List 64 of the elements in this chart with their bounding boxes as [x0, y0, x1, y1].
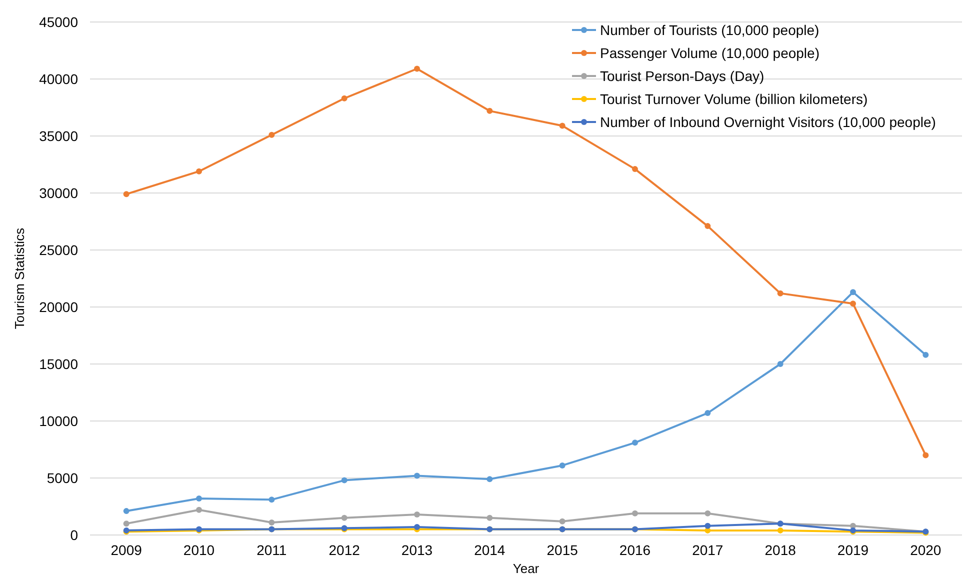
x-tick-label: 2009 — [110, 542, 142, 558]
point — [486, 108, 493, 114]
y-tick-label: 20000 — [39, 298, 78, 315]
x-tick-label: 2017 — [692, 542, 724, 558]
legend-label: Passenger Volume (10,000 people) — [600, 44, 820, 61]
x-tick-label: 2016 — [619, 542, 651, 558]
y-tick-label: 0 — [70, 526, 78, 543]
point — [341, 95, 348, 102]
y-tick-label: 15000 — [39, 356, 78, 372]
x-tick-label: 2012 — [328, 542, 360, 558]
point — [486, 514, 493, 521]
y-tick-label: 40000 — [39, 70, 78, 87]
point — [414, 472, 420, 479]
x-tick-label: 2018 — [764, 542, 796, 558]
x-tick-label: 2020 — [910, 542, 942, 558]
point — [704, 223, 711, 230]
point — [704, 510, 711, 516]
point — [268, 132, 275, 138]
point — [196, 168, 202, 174]
point — [341, 477, 348, 484]
point — [922, 452, 929, 458]
x-tick-label: 2014 — [474, 542, 506, 558]
y-tick-label: 35000 — [39, 128, 78, 144]
x-tick-label: 2011 — [256, 542, 287, 558]
point — [777, 361, 784, 367]
x-tick-label: 2010 — [183, 542, 215, 558]
point — [196, 506, 202, 513]
point — [123, 520, 130, 527]
point — [559, 462, 566, 468]
legend-label: Number of Inbound Overnight Visitors (10,000 people) — [600, 114, 936, 130]
point — [850, 300, 856, 307]
y-tick-label: 45000 — [39, 14, 78, 30]
legend-label: Number of Tourists (10,000 people) — [600, 22, 820, 38]
y-tick-label: 10000 — [39, 412, 78, 429]
point — [777, 527, 784, 534]
point — [123, 191, 130, 198]
point — [777, 290, 784, 296]
point — [704, 522, 711, 529]
x-tick-label: 2015 — [546, 542, 578, 558]
point — [486, 476, 493, 482]
y-tick-label: 25000 — [39, 242, 78, 258]
point — [268, 519, 275, 526]
point — [414, 511, 420, 518]
point — [632, 440, 638, 446]
point — [632, 166, 638, 172]
x-tick-label: 2019 — [837, 542, 869, 558]
point — [632, 510, 638, 516]
y-tick-label: 5000 — [46, 470, 78, 486]
point — [922, 352, 929, 358]
x-tick-label: 2013 — [401, 542, 433, 558]
y-tick-label: 30000 — [39, 184, 78, 201]
point — [341, 514, 348, 521]
legend-label: Tourist Person-Days (Day) — [600, 68, 764, 84]
point — [850, 289, 856, 296]
x-axis-title: Year — [512, 561, 540, 576]
point — [123, 508, 130, 514]
point — [559, 122, 566, 129]
y-axis-title: Tourism Statistics — [12, 227, 27, 330]
point — [268, 496, 275, 503]
point — [704, 410, 711, 416]
point — [559, 518, 566, 524]
legend-label: Tourist Turnover Volume (billion kilometers) — [600, 90, 868, 107]
point — [414, 66, 420, 72]
point — [196, 496, 202, 502]
